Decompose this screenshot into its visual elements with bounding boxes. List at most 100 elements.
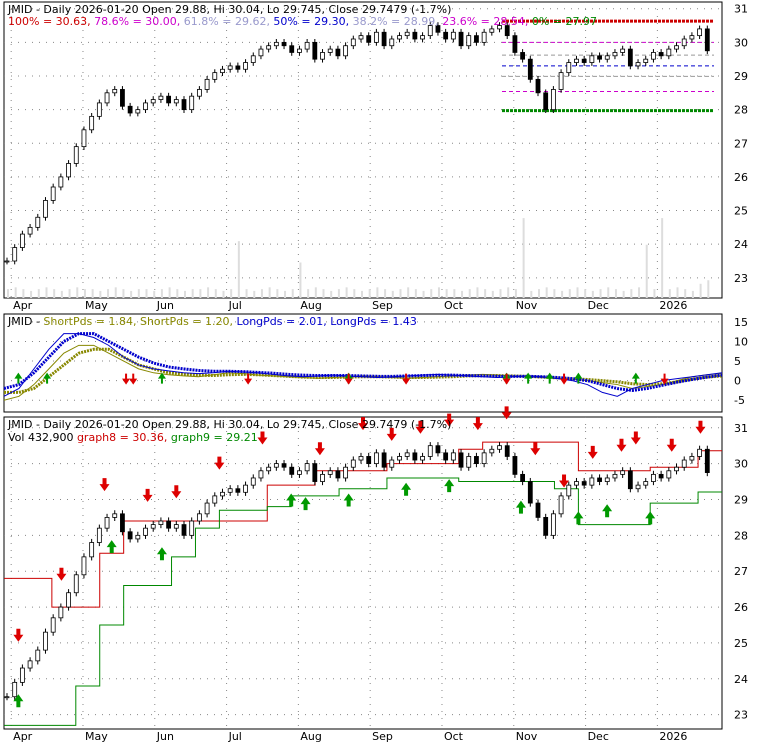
legend-part: 38.2% = 28.99, (349, 15, 439, 28)
legend-part: 50% = 29.30, (270, 15, 349, 28)
price-candle (420, 35, 425, 40)
price-candle (651, 52, 656, 60)
y-tick-label: 30 (734, 36, 748, 49)
indicator-series-line (3, 344, 723, 401)
price-candle (458, 31, 464, 47)
volume-bar (484, 289, 487, 298)
down-arrow-icon (587, 445, 598, 459)
volume-bar (222, 290, 225, 298)
legend-part: ShortPds = 1.84, (40, 315, 137, 328)
volume-bars (7, 218, 710, 298)
price-candle (96, 527, 102, 543)
volume-bar (107, 289, 110, 298)
price-candle (620, 48, 626, 53)
price-candle (612, 473, 618, 479)
price-candle (212, 72, 218, 80)
y-tick-label: 23 (734, 709, 748, 722)
price-candle (66, 163, 71, 178)
price-candle (474, 35, 479, 43)
price-candle (166, 95, 172, 104)
price-candle (127, 105, 133, 114)
price-candle (412, 31, 418, 40)
price-candle (73, 146, 79, 164)
x-tick-label: Sep (372, 730, 393, 743)
price-candle (204, 502, 210, 515)
indicator-y-axis: -5 0 5 10 15 (734, 316, 748, 407)
price-candle (81, 129, 87, 148)
price-candle (58, 606, 64, 619)
price-candle (550, 513, 556, 536)
up-arrow-icon (286, 493, 297, 507)
price-candle (635, 62, 641, 67)
up-arrow-icon (545, 372, 554, 384)
price-candle (35, 649, 41, 662)
price-candle (397, 456, 402, 461)
price-candle (704, 28, 710, 52)
volume-bar (214, 289, 217, 298)
volume-bar (322, 289, 325, 298)
x-tick-label: 2026 (659, 730, 687, 743)
volume-bar (30, 290, 33, 298)
down-arrow-icon (560, 373, 569, 385)
price-candle (704, 448, 710, 473)
bands-price-bars (4, 442, 710, 701)
price-candle (143, 102, 148, 111)
price-candle (489, 28, 495, 33)
y-tick-label: 23 (734, 272, 748, 285)
y-tick-label: 24 (734, 238, 748, 251)
price-candle (466, 35, 472, 47)
volume-bar (522, 218, 525, 298)
price-candle (312, 463, 318, 482)
price-candle (220, 491, 225, 497)
y-tick-label: 29 (734, 493, 748, 506)
price-candle (89, 542, 95, 558)
indicator-panel: -5 0 5 10 15 JMID - ShortPds = 1.84, ShortPd… (3, 313, 748, 413)
x-tick-label: Aug (300, 299, 321, 312)
x-tick-label: Aug (300, 730, 321, 743)
price-candle (96, 102, 102, 117)
volume-bar (83, 289, 86, 298)
price-candle (304, 41, 310, 50)
y-tick-label: 27 (734, 565, 748, 578)
price-candle (297, 470, 302, 475)
price-candle (235, 488, 241, 493)
price-candle (658, 52, 664, 57)
bands-y-axis: 23 24 25 26 27 28 29 30 31 (734, 422, 748, 722)
price-candle (212, 495, 218, 504)
down-arrow-icon (501, 406, 512, 420)
price-candle (589, 55, 595, 63)
price-candle (27, 660, 33, 669)
volume-bar (553, 289, 556, 298)
price-candle (681, 459, 687, 468)
price-candle (343, 45, 349, 57)
price-candle (19, 667, 25, 683)
price-panel-frame (3, 1, 723, 299)
down-arrow-icon (472, 417, 483, 431)
price-candle (4, 696, 10, 699)
price-candle (435, 445, 441, 454)
price-candle (135, 109, 141, 114)
y-tick-label: 0 (734, 375, 741, 388)
legend-part: LongPds = 2.01, (233, 315, 327, 328)
bands-x-axis: Apr May Jun Jul Aug Sep Oct Nov Dec 2026 (13, 730, 687, 743)
volume-bar (37, 289, 40, 298)
price-candle (497, 25, 502, 30)
x-tick-label: Jun (156, 730, 174, 743)
volume-bar (376, 287, 379, 298)
y-tick-label: 31 (734, 3, 748, 16)
volume-bar (607, 287, 610, 298)
price-candle (112, 89, 118, 94)
price-candle (43, 631, 48, 651)
volume-bar (599, 289, 602, 298)
volume-bar (122, 289, 125, 298)
down-arrow-icon (171, 485, 182, 499)
up-arrow-icon (106, 540, 117, 554)
price-candle (512, 35, 518, 53)
price-candle (489, 448, 495, 454)
y-tick-label: 24 (734, 673, 748, 686)
volume-bar (461, 290, 464, 298)
price-candle (597, 477, 602, 482)
price-candle (235, 65, 241, 70)
y-tick-label: 31 (734, 422, 748, 435)
down-arrow-icon (630, 431, 641, 445)
